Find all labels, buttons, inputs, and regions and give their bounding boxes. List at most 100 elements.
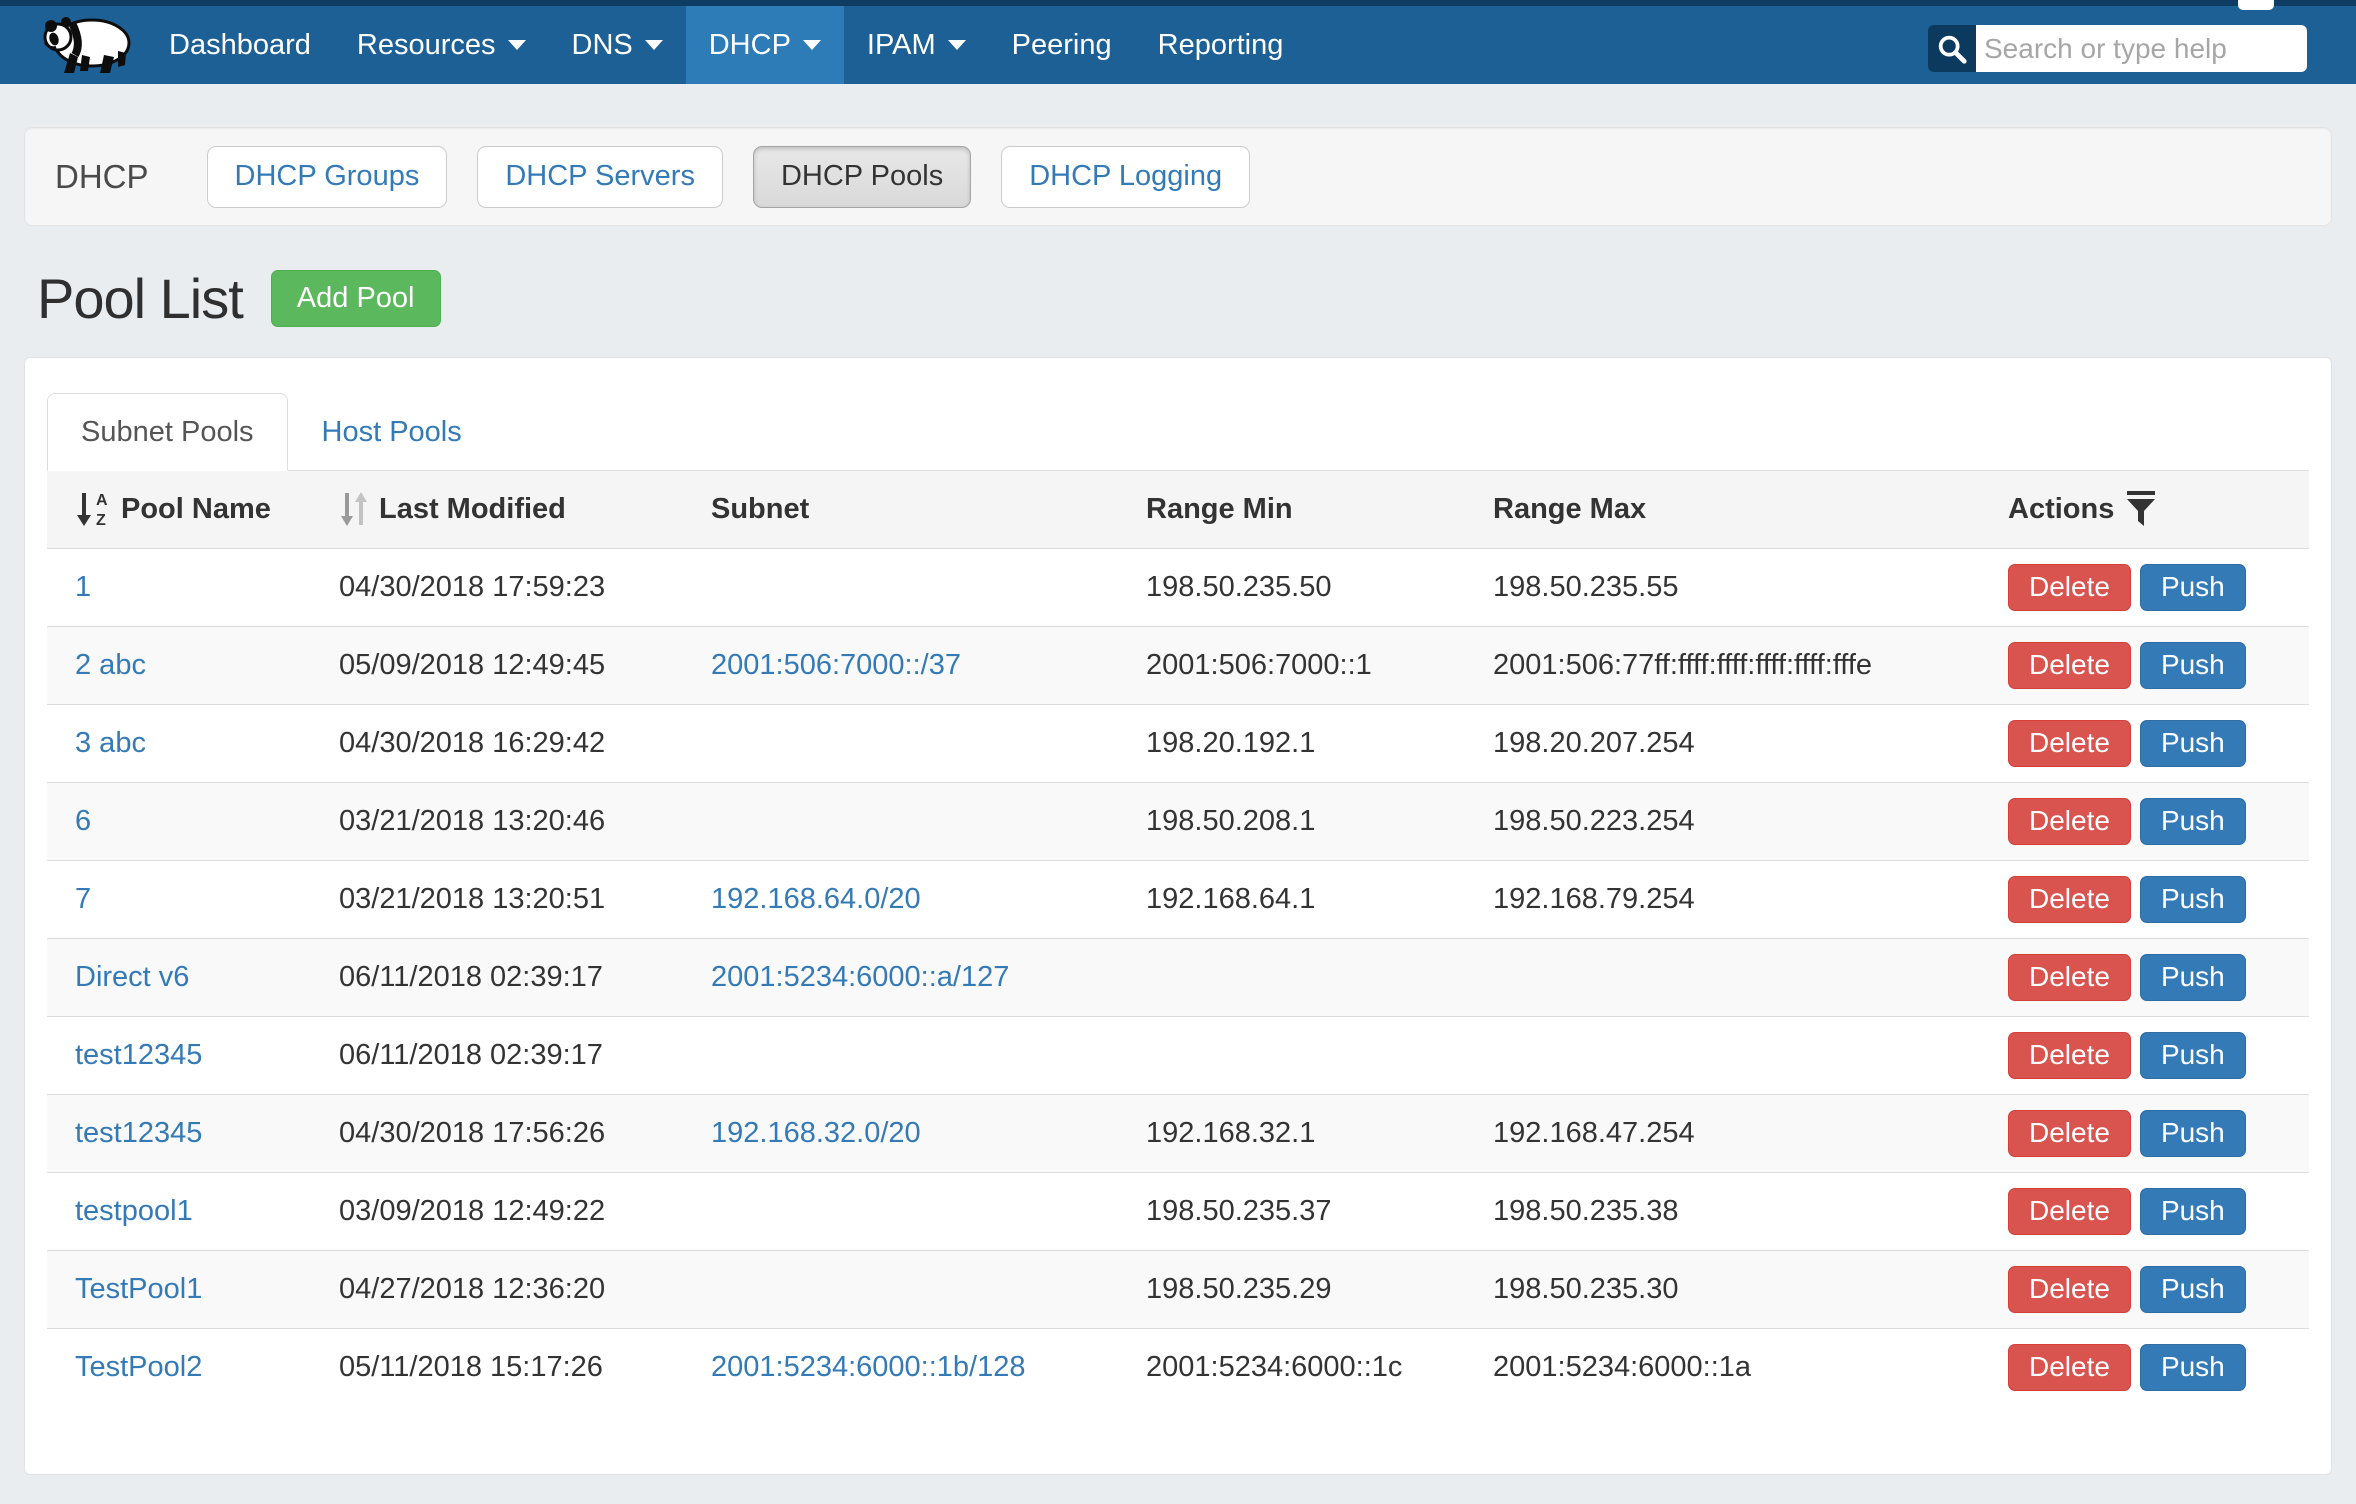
nav-item-dhcp[interactable]: DHCP	[686, 6, 844, 84]
dhcp-servers-button[interactable]: DHCP Servers	[477, 146, 723, 208]
delete-button[interactable]: Delete	[2008, 876, 2131, 923]
delete-button[interactable]: Delete	[2008, 720, 2131, 767]
nav-item-reporting[interactable]: Reporting	[1135, 6, 1307, 84]
table-row: testpool103/09/2018 12:49:22198.50.235.3…	[47, 1172, 2309, 1250]
actions-cell: DeletePush	[1980, 1250, 2309, 1328]
push-button[interactable]: Push	[2140, 1188, 2246, 1235]
subnet-cell: 192.168.32.0/20	[683, 1094, 1118, 1172]
delete-button[interactable]: Delete	[2008, 1032, 2131, 1079]
pool-name-link[interactable]: 7	[75, 883, 91, 915]
subnet-cell	[683, 1172, 1118, 1250]
last-modified-cell: 03/21/2018 13:20:51	[311, 860, 683, 938]
delete-button[interactable]: Delete	[2008, 564, 2131, 611]
column-header-pool-name[interactable]: A Z Pool Name	[47, 471, 311, 548]
pool-name-link[interactable]: Direct v6	[75, 961, 189, 993]
pool-name-link[interactable]: test12345	[75, 1039, 202, 1071]
nav-item-resources[interactable]: Resources	[334, 6, 549, 84]
push-button[interactable]: Push	[2140, 954, 2246, 1001]
pool-name-link[interactable]: TestPool2	[75, 1351, 202, 1383]
last-modified-cell: 04/27/2018 12:36:20	[311, 1250, 683, 1328]
delete-button[interactable]: Delete	[2008, 1110, 2131, 1157]
dhcp-pools-button[interactable]: DHCP Pools	[753, 146, 971, 208]
navbar-search	[1928, 25, 2307, 72]
subnet-cell	[683, 782, 1118, 860]
last-modified-cell: 06/11/2018 02:39:17	[311, 1016, 683, 1094]
range-max-cell: 192.168.79.254	[1465, 860, 1980, 938]
delete-button[interactable]: Delete	[2008, 1344, 2131, 1391]
subnet-cell	[683, 548, 1118, 626]
nav-item-label: Peering	[1012, 29, 1112, 62]
nav-item-peering[interactable]: Peering	[989, 6, 1135, 84]
pool-name-link[interactable]: 1	[75, 571, 91, 603]
nav-item-dns[interactable]: DNS	[549, 6, 686, 84]
nav-item-dashboard[interactable]: Dashboard	[146, 6, 334, 84]
page-title: Pool List	[37, 266, 243, 331]
pool-name-link[interactable]: 2 abc	[75, 649, 146, 681]
dhcp-logging-button[interactable]: DHCP Logging	[1001, 146, 1250, 208]
column-header-range-max: Range Max	[1465, 471, 1980, 548]
push-button[interactable]: Push	[2140, 720, 2246, 767]
table-row: 2 abc 05/09/2018 12:49:45 2001:506:7000::/…	[47, 626, 2309, 704]
delete-button[interactable]: Delete	[2008, 642, 2131, 689]
table-row: 3 abc04/30/2018 16:29:42198.20.192.1198.…	[47, 704, 2309, 782]
tab-host-pools[interactable]: Host Pools	[288, 393, 496, 471]
dhcp-groups-button[interactable]: DHCP Groups	[207, 146, 448, 208]
app-logo[interactable]	[0, 6, 146, 84]
delete-button[interactable]: Delete	[2008, 798, 2131, 845]
subnet-link[interactable]: 2001:5234:6000::1b/128	[711, 1351, 1025, 1383]
last-modified-cell: 03/21/2018 13:20:46	[311, 782, 683, 860]
pool-name-link[interactable]: TestPool1	[75, 1273, 202, 1305]
search-icon	[1935, 32, 1969, 66]
sort-both-icon	[339, 489, 369, 529]
push-button[interactable]: Push	[2140, 1032, 2246, 1079]
subnet-link[interactable]: 2001:5234:6000::a/127	[711, 961, 1009, 993]
nav-item-ipam[interactable]: IPAM	[844, 6, 989, 84]
delete-button[interactable]: Delete	[2008, 1188, 2131, 1235]
nav-item-label: DHCP	[709, 29, 791, 62]
push-button[interactable]: Push	[2140, 642, 2246, 689]
column-header-subnet: Subnet	[683, 471, 1118, 548]
push-button[interactable]: Push	[2140, 1266, 2246, 1313]
pool-name-link[interactable]: 6	[75, 805, 91, 837]
subnet-link[interactable]: 192.168.32.0/20	[711, 1117, 921, 1149]
pool-name-link[interactable]: test12345	[75, 1117, 202, 1149]
push-button[interactable]: Push	[2140, 798, 2246, 845]
last-modified-cell: 03/09/2018 12:49:22	[311, 1172, 683, 1250]
delete-button[interactable]: Delete	[2008, 954, 2131, 1001]
table-row: Direct v6 06/11/2018 02:39:17 2001:5234:60…	[47, 938, 2309, 1016]
range-min-cell: 192.168.32.1	[1118, 1094, 1465, 1172]
actions-cell: DeletePush	[1980, 938, 2309, 1016]
subnet-link[interactable]: 192.168.64.0/20	[711, 883, 921, 915]
table-row: test12345 06/11/2018 02:39:17 DeletePush	[47, 1016, 2309, 1094]
subnet-link[interactable]: 2001:506:7000::/37	[711, 649, 961, 681]
chevron-down-icon	[948, 40, 966, 50]
add-pool-button[interactable]: Add Pool	[271, 270, 441, 327]
range-max-cell	[1465, 938, 1980, 1016]
table-row: TestPool104/27/2018 12:36:20198.50.235.2…	[47, 1250, 2309, 1328]
push-button[interactable]: Push	[2140, 876, 2246, 923]
column-header-last-modified[interactable]: Last Modified	[311, 471, 683, 548]
pool-list-heading: Pool List Add Pool	[37, 266, 2332, 331]
search-button[interactable]	[1928, 25, 1976, 72]
dhcp-section-bar: DHCP DHCP GroupsDHCP ServersDHCP PoolsDH…	[24, 127, 2332, 226]
last-modified-cell: 06/11/2018 02:39:17	[311, 938, 683, 1016]
nav-item-label: Dashboard	[169, 29, 311, 62]
last-modified-cell: 05/09/2018 12:49:45	[311, 626, 683, 704]
pool-name-link[interactable]: 3 abc	[75, 727, 146, 759]
subnet-cell: 2001:506:7000::/37	[683, 626, 1118, 704]
push-button[interactable]: Push	[2140, 564, 2246, 611]
pool-name-cell: Direct v6	[47, 938, 311, 1016]
delete-button[interactable]: Delete	[2008, 1266, 2131, 1313]
push-button[interactable]: Push	[2140, 1110, 2246, 1157]
range-min-cell: 2001:5234:6000::1c	[1118, 1328, 1465, 1406]
pool-name-link[interactable]: testpool1	[75, 1195, 193, 1227]
pool-name-cell: test12345	[47, 1094, 311, 1172]
pool-name-cell: testpool1	[47, 1172, 311, 1250]
subnet-cell	[683, 1250, 1118, 1328]
push-button[interactable]: Push	[2140, 1344, 2246, 1391]
tab-subnet-pools[interactable]: Subnet Pools	[47, 393, 288, 471]
search-input[interactable]	[1976, 25, 2307, 72]
range-min-cell: 192.168.64.1	[1118, 860, 1465, 938]
actions-cell: DeletePush	[1980, 704, 2309, 782]
filter-icon[interactable]	[2124, 489, 2158, 529]
